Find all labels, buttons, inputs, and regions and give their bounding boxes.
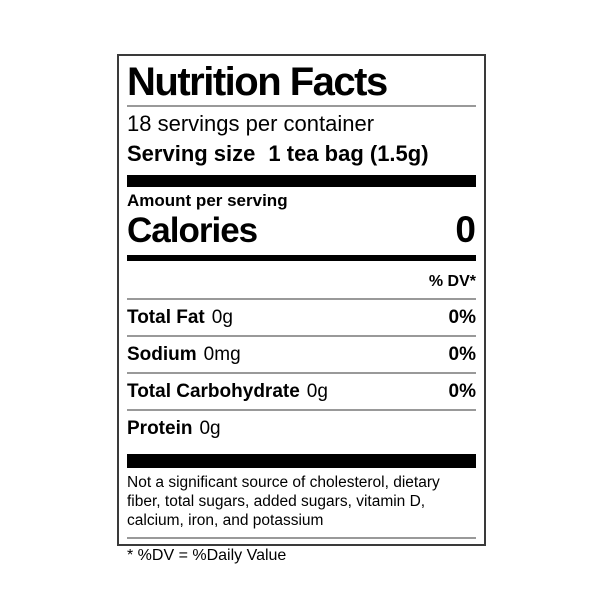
row-divider	[127, 335, 476, 337]
nutrient-amount: 0g	[306, 381, 328, 402]
calories-row: Calories 0	[127, 211, 476, 250]
nutrient-row-protein: Protein 0g	[127, 411, 476, 446]
calories-divider-bar	[127, 255, 476, 261]
nutrient-row-total-carbohydrate: Total Carbohydrate 0g 0%	[127, 374, 476, 409]
serving-size-value: 1 tea bag (1.5g)	[268, 141, 429, 166]
label-title: Nutrition Facts	[127, 60, 388, 104]
nutrient-amount: 0mg	[203, 344, 241, 365]
calories-value: 0	[455, 209, 476, 250]
serving-size-label: Serving size	[127, 141, 256, 166]
nutrient-row-total-fat: Total Fat 0g 0%	[127, 300, 476, 335]
nutrition-facts-label: Nutrition Facts 18 servings per containe…	[117, 54, 486, 564]
nutrient-row-sodium: Sodium 0mg 0%	[127, 337, 476, 372]
nutrient-name: Sodium	[127, 344, 197, 365]
nutrient-text: Protein 0g	[127, 417, 221, 440]
nutrient-text: Sodium 0mg	[127, 343, 241, 366]
row-divider	[127, 409, 476, 411]
serving-size-row: Serving size 1 tea bag (1.5g)	[127, 139, 476, 169]
nutrient-amount: 0g	[211, 307, 233, 328]
thick-bar-top	[127, 175, 476, 187]
nutrient-dv: 0%	[448, 381, 476, 402]
row-divider	[127, 298, 476, 300]
servings-per-container: 18 servings per container	[127, 111, 375, 136]
nutrient-dv: 0%	[448, 307, 476, 328]
calories-label: Calories	[127, 211, 258, 250]
nutrient-name: Protein	[127, 418, 193, 439]
nutrient-dv: 0%	[448, 344, 476, 365]
nutrient-text: Total Carbohydrate 0g	[127, 380, 328, 403]
thick-bar-bottom	[127, 454, 476, 468]
dv-definition: * %DV = %Daily Value	[127, 547, 287, 564]
title-divider	[127, 105, 476, 107]
footnote-text: Not a significant source of cholesterol,…	[127, 474, 440, 529]
nutrient-text: Total Fat 0g	[127, 306, 233, 329]
nutrient-name: Total Fat	[127, 307, 205, 328]
amount-per-serving-label: Amount per serving	[127, 191, 288, 210]
row-divider	[127, 372, 476, 374]
nutrient-name: Total Carbohydrate	[127, 381, 300, 402]
footnote-divider	[127, 537, 476, 539]
nutrient-amount: 0g	[199, 418, 221, 439]
daily-value-header: % DV*	[428, 273, 476, 290]
